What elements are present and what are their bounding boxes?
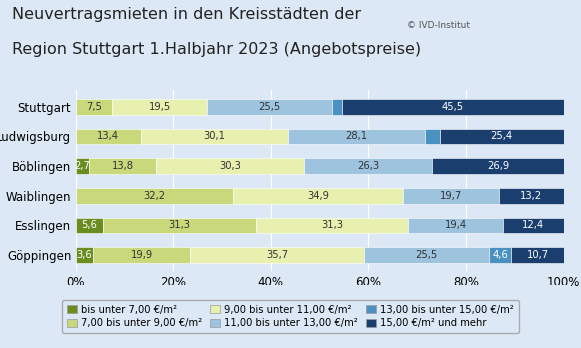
Text: 3,6: 3,6 [77,250,92,260]
Text: 19,4: 19,4 [444,221,467,230]
Bar [207,99,332,114]
Text: 26,3: 26,3 [357,161,379,171]
Text: Region Stuttgart 1.Halbjahr 2023 (Angebotspreise): Region Stuttgart 1.Halbjahr 2023 (Angebo… [12,42,421,57]
Bar [76,129,141,144]
Text: 2,7: 2,7 [74,161,90,171]
Bar [76,247,93,263]
Text: 10,7: 10,7 [526,250,548,260]
Bar [489,247,511,263]
Text: 25,4: 25,4 [490,132,512,141]
Text: 4,6: 4,6 [492,250,508,260]
Bar [141,129,288,144]
Text: 19,9: 19,9 [131,250,153,260]
Text: 26,9: 26,9 [487,161,509,171]
Bar [403,188,499,204]
Text: 30,1: 30,1 [203,132,225,141]
Legend: bis unter 7,00 €/m², 7,00 bis unter 9,00 €/m², 9,00 bis unter 11,00 €/m², 11,00 : bis unter 7,00 €/m², 7,00 bis unter 9,00… [62,300,519,333]
Text: 12,4: 12,4 [522,221,544,230]
Bar [342,99,564,114]
Bar [364,247,489,263]
Bar [432,158,564,174]
Text: 35,7: 35,7 [266,250,288,260]
Text: 13,8: 13,8 [112,161,134,171]
Text: 5,6: 5,6 [81,221,97,230]
Text: 13,4: 13,4 [97,132,119,141]
Bar [408,218,503,233]
Text: 45,5: 45,5 [442,102,464,112]
Text: Neuvertragsmieten in den Kreisstädten der: Neuvertragsmieten in den Kreisstädten de… [12,7,361,22]
Text: 32,2: 32,2 [143,191,165,201]
Text: 25,5: 25,5 [259,102,281,112]
Bar [256,218,408,233]
Text: 31,3: 31,3 [168,221,190,230]
Text: 19,7: 19,7 [440,191,462,201]
Text: 25,5: 25,5 [415,250,438,260]
Text: © IVD-Institut: © IVD-Institut [407,21,469,30]
Text: 31,3: 31,3 [321,221,343,230]
Bar [112,99,207,114]
Text: 7,5: 7,5 [86,102,102,112]
Bar [76,158,89,174]
Bar [156,158,304,174]
Bar [511,247,564,263]
Bar [232,188,403,204]
Bar [288,129,425,144]
Bar [190,247,364,263]
Bar [425,129,440,144]
Bar [440,129,564,144]
Bar [93,247,190,263]
Bar [76,218,103,233]
Text: 13,2: 13,2 [521,191,543,201]
Text: 30,3: 30,3 [219,161,241,171]
Text: 34,9: 34,9 [307,191,329,201]
Bar [76,188,232,204]
Bar [503,218,564,233]
Bar [89,158,156,174]
Bar [304,158,432,174]
Bar [76,99,112,114]
Text: 28,1: 28,1 [345,132,367,141]
Text: 19,5: 19,5 [149,102,171,112]
Bar [332,99,342,114]
Bar [499,188,564,204]
Bar [103,218,256,233]
